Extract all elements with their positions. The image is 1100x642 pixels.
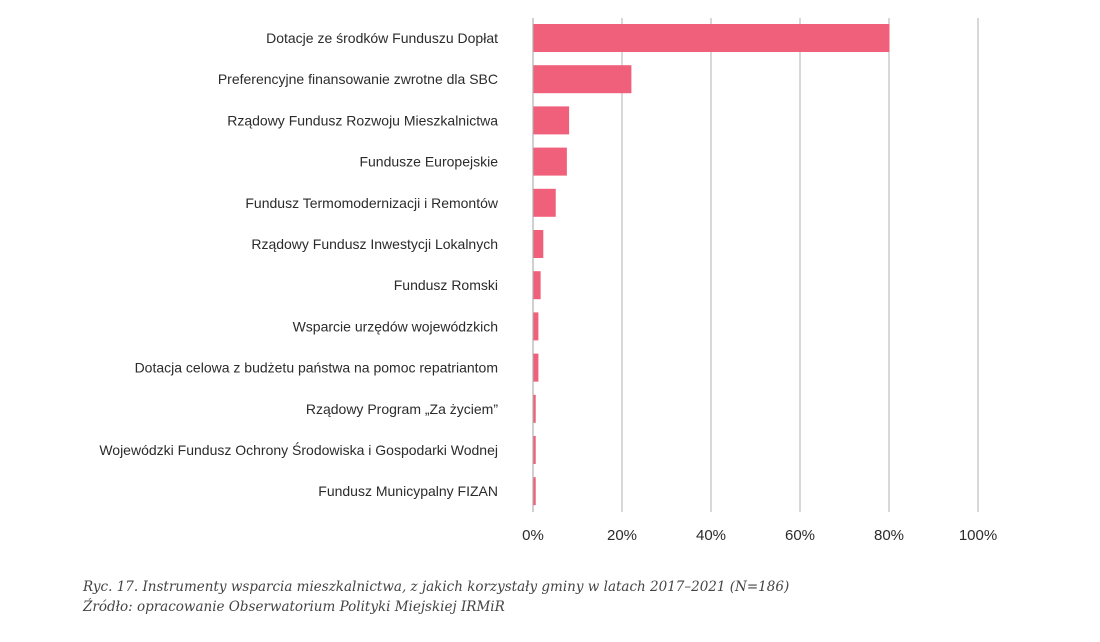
bar xyxy=(533,353,539,382)
category-label: Fundusz Municypalny FIZAN xyxy=(318,483,498,499)
category-labels: Dotacje ze środków Funduszu Dopłat Prefer… xyxy=(99,30,499,499)
gridlines xyxy=(532,18,979,512)
category-label: Dotacje ze środków Funduszu Dopłat xyxy=(266,30,498,46)
chart-canvas: Dotacje ze środków Funduszu Dopłat Prefer… xyxy=(99,18,997,544)
category-label: Rządowy Program „Za życiem” xyxy=(306,401,498,417)
category-label: Rządowy Fundusz Rozwoju Mieszkalnictwa xyxy=(227,112,498,128)
category-label: Fundusze Europejskie xyxy=(359,154,498,170)
category-label: Preferencyjne finansowanie zwrotne dla S… xyxy=(218,71,498,87)
bar xyxy=(533,147,567,176)
x-tick-label: 60% xyxy=(785,527,815,544)
category-label: Fundusz Termomodernizacji i Remontów xyxy=(245,195,499,211)
figure-source: Źródło: opracowanie Obserwatorium Polity… xyxy=(83,599,505,615)
x-tick-label: 100% xyxy=(959,527,997,544)
category-label: Rządowy Fundusz Inwestycji Lokalnych xyxy=(251,236,498,252)
bar xyxy=(533,271,541,300)
bars xyxy=(533,24,890,506)
bar xyxy=(533,436,536,464)
bar xyxy=(533,394,536,423)
bar xyxy=(533,65,632,94)
category-label: Wojewódzki Fundusz Ochrony Środowiska i … xyxy=(99,441,498,458)
bar xyxy=(533,230,544,258)
category-label: Wsparcie urzędów wojewódzkich xyxy=(293,318,498,334)
x-tick-label: 40% xyxy=(696,527,726,544)
figure-caption: Ryc. 17. Instrumenty wsparcia mieszkalni… xyxy=(83,579,790,595)
bar xyxy=(533,312,539,341)
category-label: Dotacja celowa z budżetu państwa na pomo… xyxy=(135,360,498,376)
x-tick-label: 0% xyxy=(522,527,544,544)
x-tick-label: 20% xyxy=(607,527,637,544)
bar xyxy=(533,106,570,135)
x-tick-labels: 0% 20% 40% 60% 80% 100% xyxy=(522,527,997,544)
bar xyxy=(533,24,890,52)
bar-chart: Dotacje ze środków Funduszu Dopłat Prefer… xyxy=(99,18,997,544)
x-tick-label: 80% xyxy=(874,527,904,544)
bar xyxy=(533,188,556,217)
category-label: Fundusz Romski xyxy=(394,277,498,293)
bar xyxy=(533,477,536,506)
